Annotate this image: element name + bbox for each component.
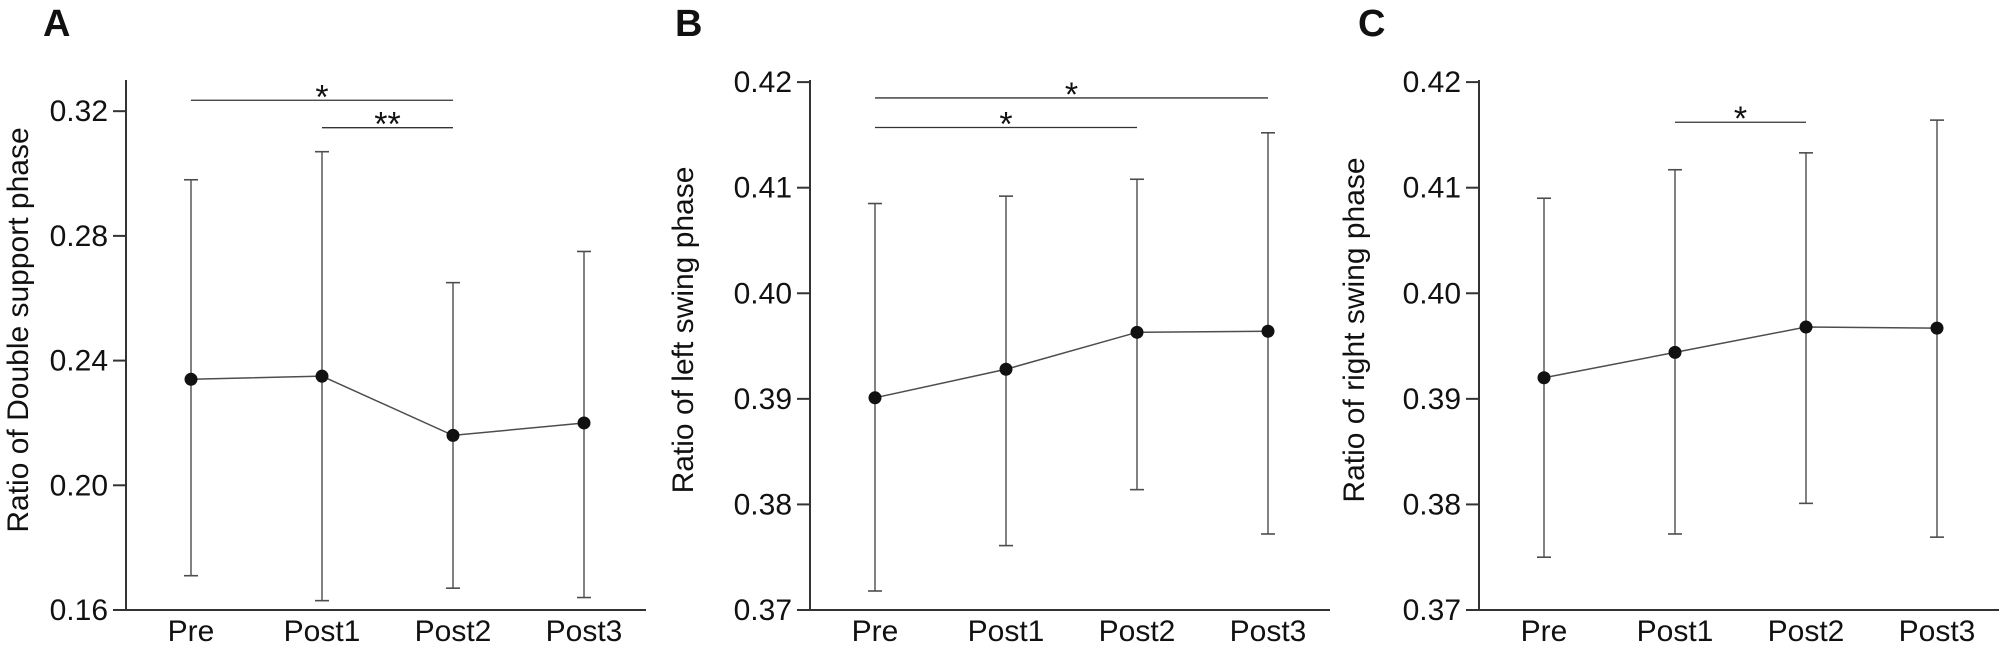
y-tick-label: 0.32: [50, 95, 108, 128]
data-point-pre: [868, 391, 882, 405]
y-axis-title: Ratio of left swing phase: [669, 167, 700, 494]
x-tick-label-post2: Post2: [1099, 615, 1176, 648]
y-tick-label: 0.37: [1403, 594, 1461, 627]
x-tick-label-post1: Post1: [968, 615, 1045, 648]
data-point-post2: [446, 428, 460, 442]
y-axis-title: Ratio of Double support phase: [2, 127, 35, 532]
y-tick-label: 0.41: [1403, 172, 1461, 205]
y-tick-label: 0.16: [50, 594, 108, 627]
panel-letter-c: C: [1358, 3, 1385, 45]
data-point-post1: [1668, 345, 1682, 359]
y-tick-label: 0.42: [1403, 66, 1461, 99]
x-tick-label-pre: Pre: [1521, 615, 1568, 648]
y-tick-label: 0.24: [50, 345, 108, 378]
y-tick-label: 0.40: [734, 277, 792, 310]
series-line: [190, 375, 585, 437]
significance-asterisk: *: [999, 106, 1012, 144]
series-line: [1543, 326, 1938, 379]
y-tick-label: 0.39: [1403, 383, 1461, 416]
x-tick-label-pre: Pre: [852, 615, 899, 648]
data-point-pre: [1537, 371, 1551, 385]
y-tick-label: 0.28: [50, 220, 108, 253]
chart-panel-a: 0.160.200.240.280.32 ***Pre Post1 Post2 Post…: [2, 3, 646, 648]
significance-asterisk: **: [374, 106, 400, 144]
significance-asterisk: *: [315, 78, 328, 116]
x-tick-label-post2: Post2: [415, 615, 492, 648]
data-point-pre: [184, 372, 198, 386]
y-tick-label: 0.42: [734, 66, 792, 99]
x-tick-label-post3: Post3: [1230, 615, 1307, 648]
y-tick-label: 0.41: [734, 172, 792, 205]
y-tick-label: 0.38: [1403, 488, 1461, 521]
data-point-post3: [1261, 324, 1275, 338]
chart-panel-c: 0.37 0.38 0.39 0.40 0.41 0.42 * Pre Post1 Post2 Po…: [1338, 3, 1999, 648]
data-point-post2: [1130, 325, 1144, 339]
data-point-post2: [1799, 320, 1813, 334]
x-tick-label-post3: Post3: [546, 615, 623, 648]
x-tick-label-post1: Post1: [1637, 615, 1714, 648]
panel-letter-b: B: [675, 3, 702, 45]
x-tick-label-pre: Pre: [168, 615, 215, 648]
data-point-post1: [315, 369, 329, 383]
panel-letter-a: A: [43, 3, 70, 45]
y-tick-label: 0.20: [50, 469, 108, 502]
y-axis-title: Ratio of right swing phase: [1338, 157, 1371, 502]
y-tick-label: 0.38: [734, 488, 792, 521]
data-point-post1: [999, 362, 1013, 376]
series-line: [874, 330, 1269, 399]
chart-panel-b: 0.37 0.38 0.39 0.40 0.41 0.42 * * Pre Post1 Post2 P…: [669, 3, 1330, 648]
data-point-post3: [577, 416, 591, 430]
y-tick-label: 0.40: [1403, 277, 1461, 310]
significance-asterisk: *: [1734, 100, 1747, 138]
data-point-post3: [1930, 321, 1944, 335]
y-tick-label: 0.37: [734, 594, 792, 627]
y-tick-label: 0.39: [734, 383, 792, 416]
x-tick-label-post2: Post2: [1768, 615, 1845, 648]
x-tick-label-post1: Post1: [284, 615, 361, 648]
significance-asterisk: *: [1065, 76, 1078, 114]
x-tick-label-post3: Post3: [1899, 615, 1976, 648]
